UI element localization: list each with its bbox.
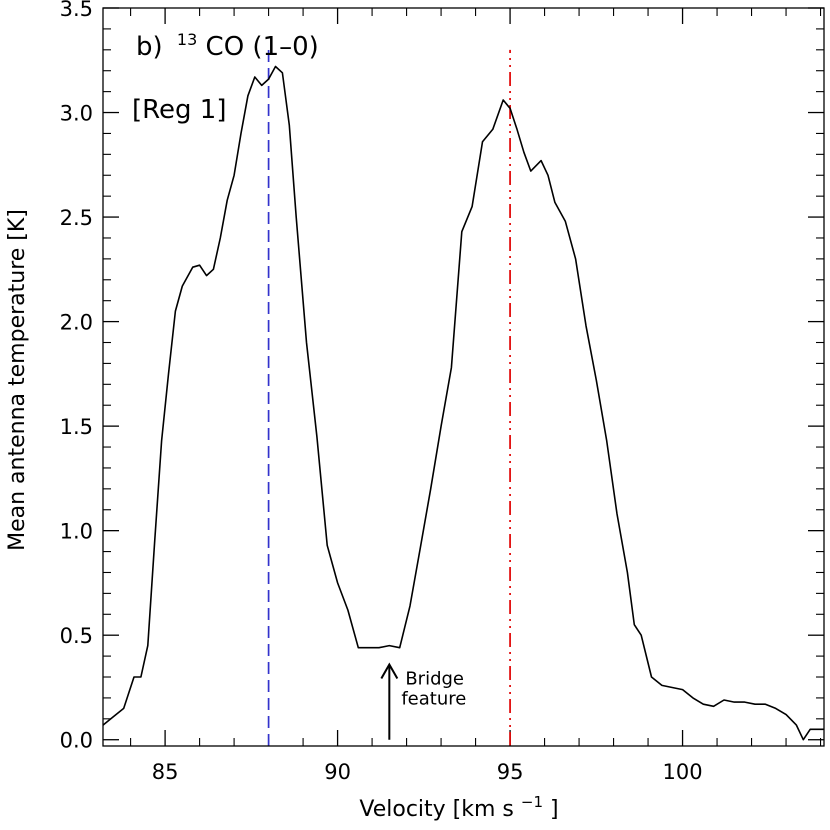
y-tick-label: 1.5 [60,415,93,439]
x-axis-label: Velocity [km s −1 ] [359,788,558,822]
y-tick-label: 0.5 [60,624,93,648]
y-tick-label: 2.5 [60,206,93,230]
y-tick-label: 2.0 [60,311,93,335]
axis-ticks [103,7,824,746]
bridge-arrow-head [380,662,399,679]
x-tick-label: 90 [324,760,351,784]
x-tick-label: 95 [497,760,524,784]
y-tick-label: 0.0 [60,729,93,753]
y-axis-label: Mean antenna temperature [K] [5,209,30,551]
bridge-label-line2: feature [401,688,466,709]
panel-prefix: b) [136,32,163,62]
panel-label: b) 13 CO (1–0) [136,22,319,62]
region-label: [Reg 1] [132,95,227,125]
bridge-label-line1: Bridge [405,668,464,689]
x-axis-label-superscript: −1 [521,793,543,811]
y-tick-label: 1.0 [60,520,93,544]
x-axis-label-main: Velocity [km s [359,797,514,822]
x-axis-label-close: ] [550,797,559,822]
tick-labels: 85 90 95 100 0.0 0.5 1.0 1.5 2.0 2.5 3.0 3.5 [60,0,703,784]
panel-molecule: CO (1–0) [206,32,319,62]
y-tick-label: 3.5 [60,0,93,21]
reference-lines [267,45,511,746]
x-tick-label: 100 [663,760,703,784]
plot-frame [102,7,825,747]
panel-isotope-superscript: 13 [177,30,197,49]
x-tick-label: 85 [152,760,179,784]
series-layer [102,65,824,741]
spectrum-line [102,65,824,741]
bridge-feature-annotation: Bridge feature [380,662,466,740]
y-tick-label: 3.0 [60,102,93,126]
